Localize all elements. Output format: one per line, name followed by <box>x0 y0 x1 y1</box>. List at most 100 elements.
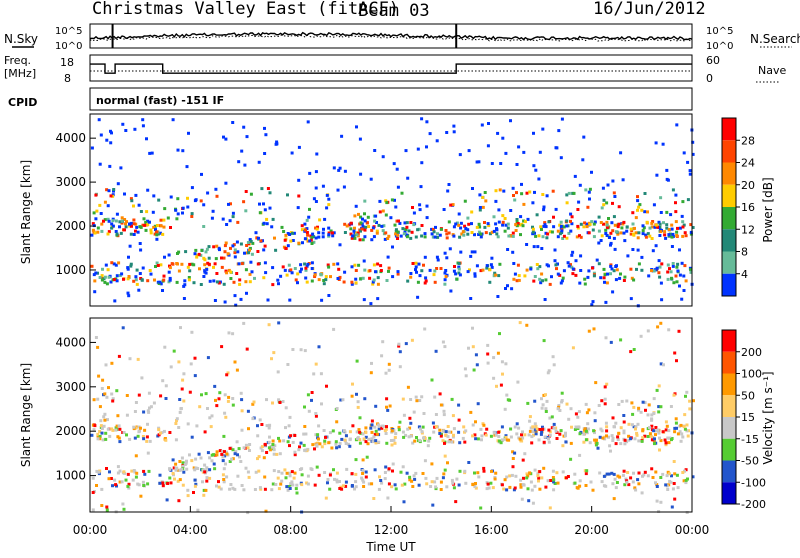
range-gate-cell <box>529 480 533 484</box>
range-gate-cell <box>681 225 685 229</box>
range-gate-cell <box>370 361 373 365</box>
range-gate-cell <box>265 451 269 454</box>
range-gate-cell <box>304 268 308 272</box>
range-gate-cell <box>508 485 512 489</box>
range-gate-cell <box>528 190 532 194</box>
range-gate-cell <box>614 230 618 234</box>
range-gate-cell <box>104 431 108 435</box>
range-gate-cell <box>225 475 229 479</box>
range-gate-cell <box>205 247 209 251</box>
range-gate-cell <box>554 426 558 430</box>
range-gate-cell <box>327 294 331 297</box>
range-gate-cell <box>428 132 432 136</box>
range-gate-cell <box>138 429 141 433</box>
range-gate-cell <box>473 485 477 488</box>
range-gate-cell <box>667 328 671 332</box>
range-gate-cell <box>121 122 125 126</box>
range-gate-cell <box>212 265 215 269</box>
range-gate-cell <box>605 201 609 205</box>
range-gate-cell <box>579 222 583 226</box>
range-gate-cell <box>300 473 304 477</box>
range-gate-cell <box>105 508 109 512</box>
range-gate-cell <box>423 437 427 440</box>
range-gate-cell <box>505 488 509 492</box>
range-gate-cell <box>565 201 569 205</box>
range-gate-cell <box>420 234 424 238</box>
range-gate-cell <box>226 252 230 256</box>
range-gate-cell <box>677 329 681 333</box>
range-gate-cell <box>670 245 674 248</box>
range-gate-cell <box>122 507 126 511</box>
range-gate-cell <box>584 484 588 487</box>
range-gate-cell <box>375 231 379 235</box>
range-gate-cell <box>525 323 529 327</box>
range-gate-cell <box>332 468 335 472</box>
range-gate-cell <box>372 235 376 239</box>
range-gate-cell <box>213 384 217 388</box>
range-gate-cell <box>641 436 645 440</box>
range-gate-cell <box>657 271 661 275</box>
range-gate-cell <box>618 475 622 479</box>
range-gate-cell <box>341 398 345 402</box>
range-gate-cell <box>433 269 437 273</box>
range-gate-cell <box>457 265 461 269</box>
range-gate-cell <box>682 151 686 155</box>
range-gate-cell <box>274 248 278 252</box>
range-gate-cell <box>544 278 548 282</box>
range-gate-cell <box>381 340 385 344</box>
range-gate-cell <box>668 267 671 271</box>
range-gate-cell <box>310 391 314 394</box>
range-gate-cell <box>305 264 309 268</box>
range-gate-cell <box>610 434 614 438</box>
range-gate-cell <box>558 232 562 236</box>
range-gate-cell <box>536 472 540 476</box>
range-gate-cell <box>130 199 134 203</box>
range-gate-cell <box>270 357 273 361</box>
range-gate-cell <box>327 441 331 445</box>
range-gate-cell <box>490 265 494 269</box>
range-gate-cell <box>610 267 614 271</box>
range-gate-cell <box>520 192 524 196</box>
range-gate-cell <box>502 189 506 193</box>
range-gate-cell <box>612 269 616 273</box>
range-gate-cell <box>217 480 220 484</box>
range-gate-cell <box>312 372 316 376</box>
range-gate-cell <box>361 469 365 472</box>
range-gate-cell <box>100 222 104 226</box>
range-gate-cell <box>400 191 404 195</box>
range-gate-cell <box>109 194 113 198</box>
range-gate-cell <box>247 251 251 255</box>
range-gate-cell <box>231 244 235 248</box>
range-gate-cell <box>110 361 114 365</box>
range-gate-cell <box>314 412 318 415</box>
range-gate-cell <box>406 427 410 431</box>
range-gate-cell <box>106 204 110 208</box>
range-gate-cell <box>355 359 359 363</box>
range-gate-cell <box>477 475 481 479</box>
range-gate-cell <box>101 438 105 442</box>
range-gate-cell <box>113 299 117 303</box>
range-gate-cell <box>314 186 318 190</box>
range-gate-cell <box>661 430 665 434</box>
range-gate-cell <box>450 478 454 482</box>
range-gate-cell <box>513 198 517 202</box>
range-gate-cell <box>161 232 165 236</box>
range-gate-cell <box>531 225 534 229</box>
range-gate-cell <box>204 250 208 254</box>
range-gate-cell <box>449 289 453 293</box>
range-gate-cell <box>420 430 424 434</box>
range-gate-cell <box>329 275 332 279</box>
range-gate-cell <box>154 228 157 232</box>
range-gate-cell <box>564 434 567 438</box>
range-gate-cell <box>669 213 673 217</box>
range-gate-cell <box>453 265 456 268</box>
range-gate-cell <box>375 221 378 224</box>
range-gate-cell <box>96 397 100 401</box>
range-gate-cell <box>420 161 424 165</box>
range-gate-cell <box>227 331 231 335</box>
range-gate-cell <box>545 236 549 240</box>
range-gate-cell <box>142 469 146 473</box>
range-gate-cell <box>188 262 192 266</box>
range-gate-cell <box>534 234 538 238</box>
range-gate-cell <box>490 230 494 234</box>
